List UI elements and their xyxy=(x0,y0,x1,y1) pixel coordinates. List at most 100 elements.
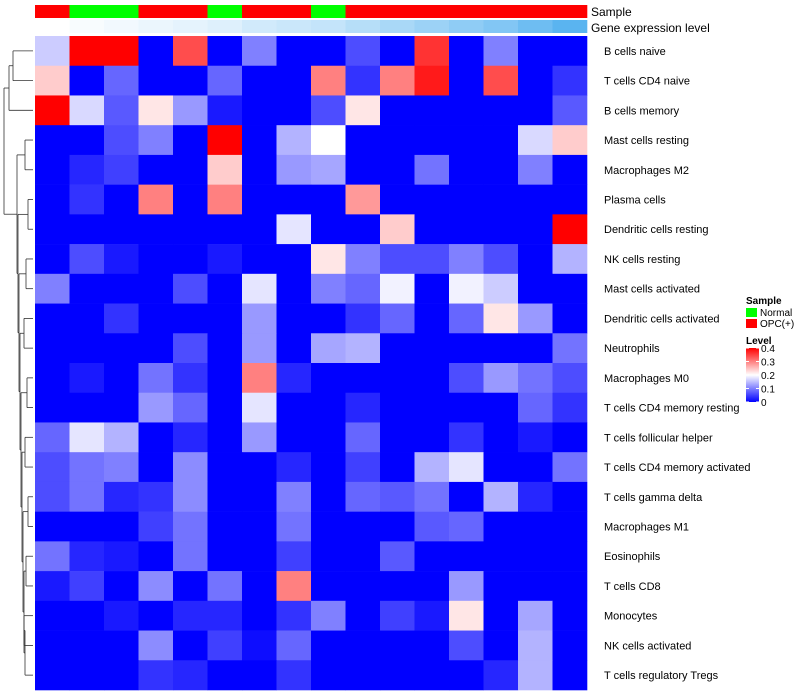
heatmap-cell xyxy=(138,65,174,96)
heatmap-cell xyxy=(380,660,415,691)
heatmap-cell xyxy=(311,600,346,631)
heatmap-cell xyxy=(449,95,484,126)
heatmap-cell xyxy=(173,333,208,364)
heatmap-cell xyxy=(104,125,139,156)
heatmap-cell xyxy=(276,154,312,185)
row-label: Dendritic cells activated xyxy=(604,313,720,325)
heatmap-cell xyxy=(552,571,588,602)
heatmap-cell xyxy=(138,481,174,512)
heatmap-cell xyxy=(449,36,484,67)
heatmap-cell xyxy=(552,125,588,156)
heatmap-cell xyxy=(483,660,519,691)
legend-normal-swatch xyxy=(746,308,757,317)
heatmap-cell xyxy=(35,630,70,661)
heatmap-cell xyxy=(311,273,346,304)
heatmap-cell xyxy=(311,511,346,542)
gene-expression-annotation-cell xyxy=(276,20,312,33)
heatmap-cell xyxy=(104,36,139,67)
annotation-label-sample: Sample xyxy=(591,5,632,19)
gene-expression-annotation-cell xyxy=(414,20,450,33)
heatmap-cell xyxy=(104,660,139,691)
heatmap-cell xyxy=(449,630,484,661)
heatmap-cell xyxy=(35,660,70,691)
sample-annotation-cell xyxy=(518,5,553,18)
heatmap-cell xyxy=(173,630,208,661)
heatmap-cell xyxy=(483,481,519,512)
heatmap-cell xyxy=(69,541,105,572)
heatmap-cell xyxy=(173,244,208,275)
heatmap-cell xyxy=(276,65,312,96)
heatmap-cell xyxy=(35,273,70,304)
heatmap-cell xyxy=(414,600,450,631)
heatmap-cell xyxy=(35,571,70,602)
row-label: Monocytes xyxy=(604,611,658,623)
heatmap-cell xyxy=(311,303,346,334)
heatmap-cell xyxy=(414,422,450,453)
gene-expression-annotation-cell xyxy=(345,20,381,33)
heatmap-cell xyxy=(207,303,243,334)
heatmap-cell xyxy=(483,244,519,275)
heatmap-cell xyxy=(449,154,484,185)
heatmap-cell xyxy=(138,422,174,453)
heatmap-cell xyxy=(104,184,139,215)
heatmap-cell xyxy=(345,303,381,334)
heatmap-cell xyxy=(35,363,70,394)
heatmap-cell xyxy=(242,600,277,631)
heatmap-cell xyxy=(207,65,243,96)
heatmap-cell xyxy=(173,422,208,453)
heatmap-cell xyxy=(449,511,484,542)
heatmap-cell xyxy=(69,125,105,156)
heatmap-cell xyxy=(345,65,381,96)
heatmap-cell xyxy=(552,154,588,185)
heatmap-cell xyxy=(449,244,484,275)
heatmap-cell xyxy=(449,392,484,423)
heatmap-cell xyxy=(414,511,450,542)
heatmap-cell xyxy=(552,273,588,304)
heatmap-cell xyxy=(552,422,588,453)
heatmap-cell xyxy=(414,95,450,126)
heatmap-cell xyxy=(518,571,553,602)
heatmap-cell xyxy=(380,244,415,275)
heatmap-cell xyxy=(518,541,553,572)
heatmap-cell xyxy=(35,214,70,245)
heatmap-cell xyxy=(483,363,519,394)
heatmap-cell xyxy=(69,214,105,245)
heatmap-cell xyxy=(138,125,174,156)
heatmap-cell xyxy=(138,36,174,67)
heatmap-cell xyxy=(414,214,450,245)
heatmap-cell xyxy=(380,392,415,423)
heatmap-cell xyxy=(380,273,415,304)
heatmap-cell xyxy=(311,65,346,96)
sample-annotation-cell xyxy=(35,5,70,18)
heatmap-cell xyxy=(276,363,312,394)
heatmap-cell xyxy=(242,36,277,67)
heatmap-cell xyxy=(311,214,346,245)
heatmap-cell xyxy=(207,481,243,512)
heatmap-cell xyxy=(173,392,208,423)
heatmap-cell xyxy=(207,541,243,572)
heatmap-cell xyxy=(242,422,277,453)
heatmap-cell xyxy=(138,333,174,364)
heatmap-cell xyxy=(449,600,484,631)
heatmap-cell xyxy=(311,422,346,453)
heatmap-cell xyxy=(104,65,139,96)
heatmap-cell xyxy=(380,214,415,245)
sample-annotation-cell xyxy=(104,5,139,18)
heatmap-cell xyxy=(276,214,312,245)
heatmap-cell xyxy=(104,154,139,185)
heatmap-cell xyxy=(173,511,208,542)
heatmap-cell xyxy=(173,36,208,67)
sample-annotation-cell xyxy=(276,5,312,18)
heatmap-cell xyxy=(276,511,312,542)
heatmap-cell xyxy=(449,65,484,96)
row-label: Plasma cells xyxy=(604,195,666,207)
heatmap-cell xyxy=(414,571,450,602)
heatmap-cell xyxy=(311,95,346,126)
heatmap-cell xyxy=(311,392,346,423)
heatmap-cell xyxy=(518,65,553,96)
heatmap-cell xyxy=(345,244,381,275)
heatmap-cell xyxy=(173,600,208,631)
heatmap-cell xyxy=(242,125,277,156)
heatmap-cell xyxy=(276,630,312,661)
